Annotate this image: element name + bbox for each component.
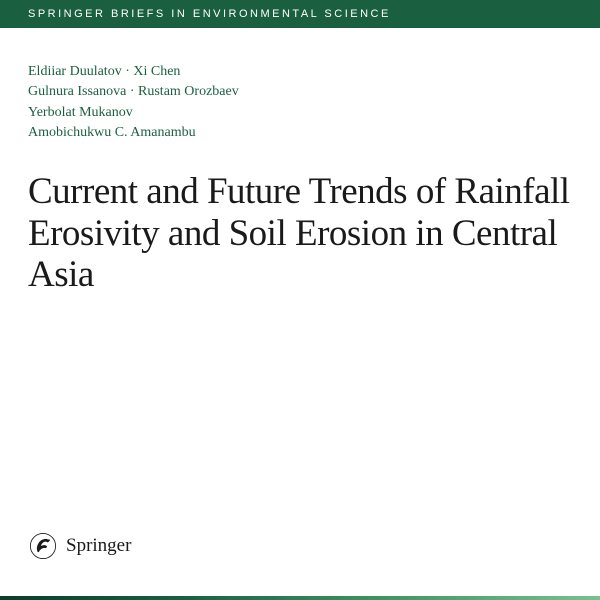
- springer-horse-icon: [28, 531, 58, 561]
- publisher-area: Springer: [0, 510, 600, 600]
- author-line: Yerbolat Mukanov: [28, 103, 572, 123]
- book-title: Current and Future Trends of Rainfall Er…: [28, 171, 572, 295]
- author-line: Eldiiar Duulatov · Xi Chen: [28, 62, 572, 82]
- series-bar: SPRINGER BRIEFS IN ENVIRONMENTAL SCIENCE: [0, 0, 600, 28]
- book-cover: SPRINGER BRIEFS IN ENVIRONMENTAL SCIENCE…: [0, 0, 600, 600]
- content-area: Eldiiar Duulatov · Xi Chen Gulnura Issan…: [0, 28, 600, 296]
- series-name: SPRINGER BRIEFS IN ENVIRONMENTAL SCIENCE: [28, 8, 391, 20]
- gradient-strip: [0, 596, 600, 600]
- publisher-name: Springer: [66, 535, 131, 557]
- author-line: Amobichukwu C. Amanambu: [28, 123, 572, 143]
- publisher-block: Springer: [28, 531, 131, 561]
- authors-block: Eldiiar Duulatov · Xi Chen Gulnura Issan…: [28, 62, 572, 143]
- author-line: Gulnura Issanova · Rustam Orozbaev: [28, 82, 572, 102]
